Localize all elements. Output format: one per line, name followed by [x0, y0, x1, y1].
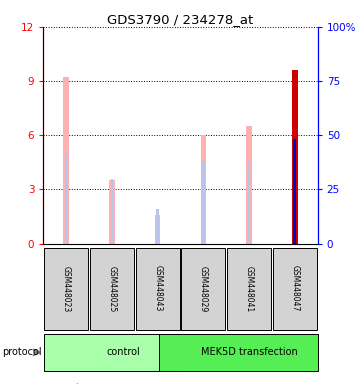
FancyBboxPatch shape	[90, 248, 134, 330]
Bar	[201, 135, 206, 243]
Bar	[202, 162, 205, 243]
Bar	[293, 139, 296, 243]
FancyBboxPatch shape	[44, 248, 88, 330]
FancyBboxPatch shape	[273, 248, 317, 330]
Text: GSM448047: GSM448047	[290, 265, 299, 312]
Bar	[155, 215, 160, 243]
Bar	[246, 126, 252, 243]
Text: GSM448025: GSM448025	[108, 266, 116, 312]
Bar	[292, 70, 297, 243]
Text: GSM448029: GSM448029	[199, 266, 208, 312]
Text: count: count	[54, 383, 80, 384]
Text: GSM448043: GSM448043	[153, 265, 162, 312]
Bar	[248, 162, 251, 243]
Bar	[65, 153, 68, 243]
Text: GSM448023: GSM448023	[62, 266, 71, 312]
FancyBboxPatch shape	[160, 334, 318, 371]
Bar	[156, 209, 159, 243]
Title: GDS3790 / 234278_at: GDS3790 / 234278_at	[107, 13, 254, 26]
FancyBboxPatch shape	[136, 248, 179, 330]
Text: GSM448041: GSM448041	[245, 266, 253, 312]
Text: protocol: protocol	[2, 348, 42, 358]
Text: MEK5D transfection: MEK5D transfection	[201, 348, 298, 358]
FancyBboxPatch shape	[182, 248, 225, 330]
Text: control: control	[106, 348, 140, 358]
FancyBboxPatch shape	[44, 334, 180, 371]
FancyBboxPatch shape	[227, 248, 271, 330]
Bar	[109, 180, 115, 243]
Bar	[110, 179, 113, 243]
Bar	[64, 78, 69, 243]
